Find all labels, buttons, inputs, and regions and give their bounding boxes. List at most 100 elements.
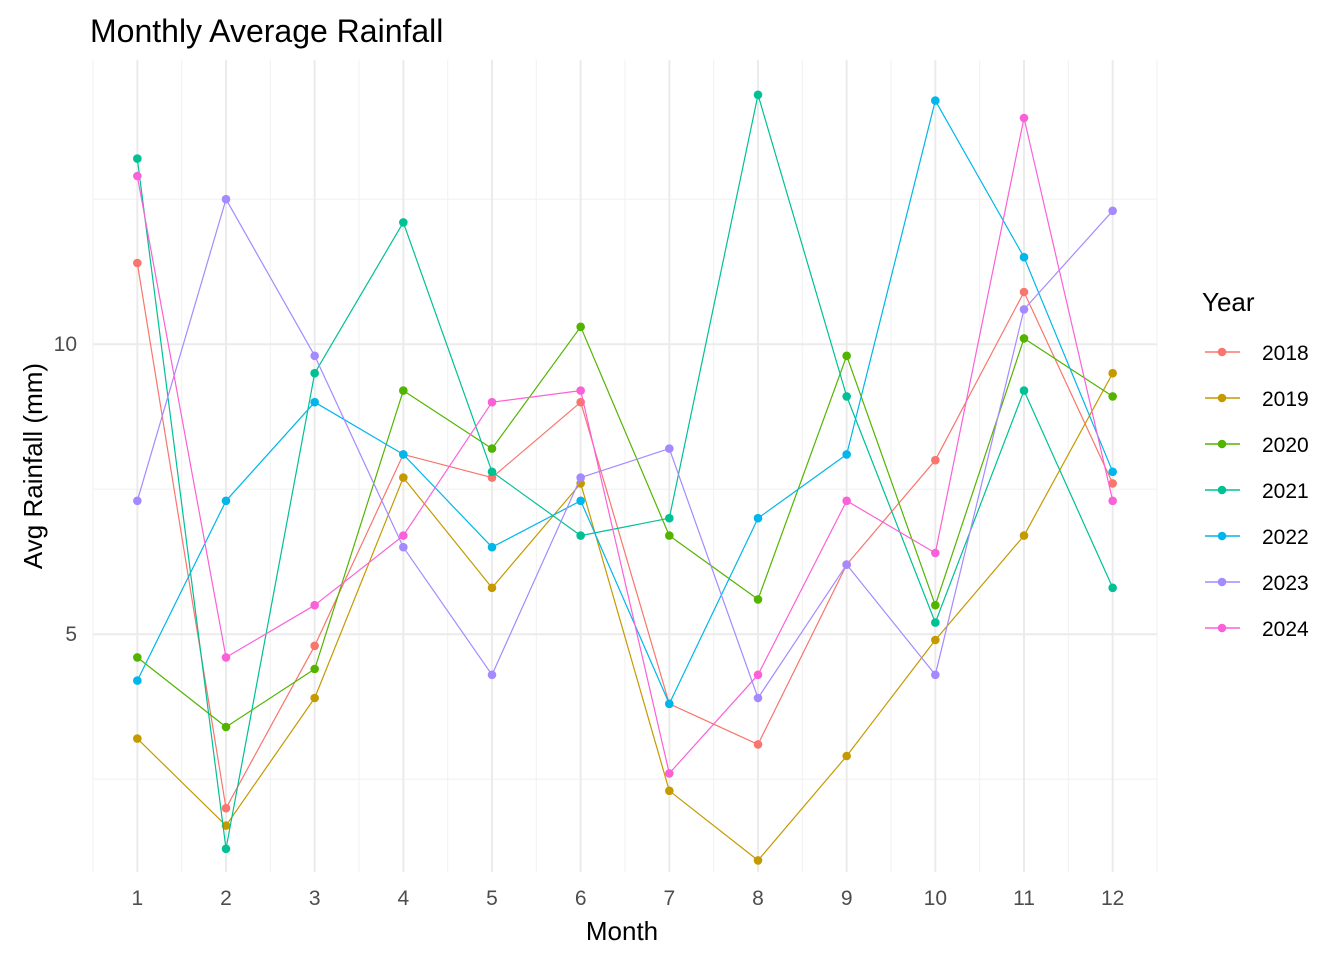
- data-point-2024: [665, 769, 674, 778]
- legend-label: 2022: [1262, 526, 1309, 549]
- legend-item-2022: 2022: [1205, 526, 1309, 549]
- legend-item-2019: 2019: [1205, 388, 1309, 411]
- data-point-2023: [399, 542, 408, 552]
- x-tick-label: 12: [1101, 887, 1124, 910]
- data-point-2021: [931, 618, 940, 627]
- data-point-2019: [1108, 368, 1117, 378]
- data-point-2023: [931, 670, 940, 680]
- series-line-2021: [136, 94, 1114, 850]
- grid-lines: [92, 60, 1158, 872]
- y-tick-labels: 5 10: [54, 333, 77, 646]
- data-point-2023: [221, 194, 231, 204]
- x-tick-label: 3: [309, 887, 321, 910]
- data-point-2020: [487, 444, 497, 453]
- series-2024: [133, 113, 1117, 778]
- data-point-2019: [1019, 531, 1029, 540]
- series-line-2022: [136, 99, 1114, 705]
- data-point-2020: [842, 351, 851, 361]
- data-point-2024: [1019, 113, 1029, 123]
- x-tick-label: 1: [131, 887, 143, 910]
- series-line-2019: [136, 372, 1114, 862]
- data-point-2021: [399, 218, 408, 227]
- x-tick-label: 8: [752, 887, 764, 910]
- legend-label: 2024: [1262, 618, 1309, 641]
- data-point-2024: [576, 386, 585, 395]
- y-tick-label: 10: [54, 333, 77, 356]
- data-point-2024: [753, 670, 763, 680]
- data-point-2023: [1019, 305, 1029, 314]
- data-point-2021: [310, 368, 319, 378]
- legend-item-2024: 2024: [1205, 618, 1309, 641]
- data-point-2020: [399, 386, 408, 395]
- series-2021: [133, 90, 1117, 854]
- series-group: [133, 90, 1117, 865]
- data-point-2023: [842, 560, 851, 569]
- data-point-2022: [931, 96, 940, 105]
- x-tick-label: 4: [397, 887, 409, 910]
- series-2022: [133, 96, 1117, 709]
- data-point-2018: [1108, 479, 1117, 488]
- x-tick-label: 7: [663, 887, 675, 910]
- data-point-2019: [842, 751, 851, 761]
- data-point-2020: [310, 664, 319, 674]
- legend-label: 2020: [1262, 434, 1309, 457]
- data-point-2024: [931, 548, 940, 558]
- data-point-2020: [1108, 392, 1117, 401]
- data-point-2020: [221, 722, 231, 732]
- data-point-2021: [221, 844, 231, 854]
- data-point-2022: [221, 496, 231, 506]
- legend-item-2018: 2018: [1205, 342, 1309, 365]
- data-point-2018: [133, 258, 142, 268]
- data-point-2019: [665, 786, 674, 796]
- chart-title: Monthly Average Rainfall: [90, 13, 443, 49]
- legend-key-point: [1217, 393, 1227, 403]
- series-line-2024: [136, 117, 1114, 775]
- data-point-2019: [487, 583, 497, 593]
- data-point-2020: [753, 595, 763, 604]
- data-point-2022: [133, 676, 142, 685]
- data-point-2020: [931, 600, 940, 610]
- data-point-2022: [1019, 252, 1029, 262]
- x-tick-label: 2: [220, 887, 232, 910]
- data-point-2022: [399, 450, 408, 459]
- data-point-2021: [1019, 386, 1029, 395]
- legend-key-point: [1217, 347, 1227, 357]
- data-point-2020: [665, 531, 674, 540]
- legend-key-point: [1217, 623, 1227, 633]
- data-point-2018: [221, 803, 231, 813]
- data-point-2019: [931, 635, 940, 645]
- data-point-2023: [576, 473, 585, 482]
- y-tick-label: 5: [65, 623, 77, 646]
- data-point-2023: [310, 351, 319, 361]
- data-point-2021: [842, 392, 851, 401]
- data-point-2023: [133, 496, 142, 506]
- legend-item-2020: 2020: [1205, 434, 1309, 457]
- data-point-2019: [753, 856, 763, 865]
- data-point-2022: [576, 496, 585, 506]
- data-point-2020: [133, 653, 142, 662]
- data-point-2024: [487, 397, 497, 407]
- data-point-2021: [665, 513, 674, 523]
- series-2023: [133, 194, 1117, 703]
- legend-label: 2018: [1262, 342, 1309, 365]
- data-point-2021: [487, 467, 497, 477]
- data-point-2024: [221, 653, 231, 662]
- data-point-2022: [487, 542, 497, 552]
- data-point-2020: [1019, 334, 1029, 343]
- legend-key-point: [1217, 485, 1227, 495]
- legend-key-point: [1217, 439, 1227, 449]
- x-tick-labels: 1 2 3 4 5 6 7 8 9 10 11 12: [131, 887, 1124, 910]
- data-point-2022: [310, 397, 319, 407]
- data-point-2024: [842, 496, 851, 506]
- legend-title: Year: [1202, 287, 1255, 317]
- legend-item-2021: 2021: [1205, 480, 1309, 503]
- legend-key-point: [1217, 531, 1227, 541]
- y-axis-title: Avg Rainfall (mm): [18, 363, 48, 569]
- x-tick-label: 11: [1013, 887, 1035, 910]
- series-2020: [133, 322, 1117, 732]
- data-point-2021: [753, 90, 763, 100]
- data-point-2024: [399, 531, 408, 540]
- data-point-2018: [931, 455, 940, 465]
- data-point-2024: [310, 600, 319, 610]
